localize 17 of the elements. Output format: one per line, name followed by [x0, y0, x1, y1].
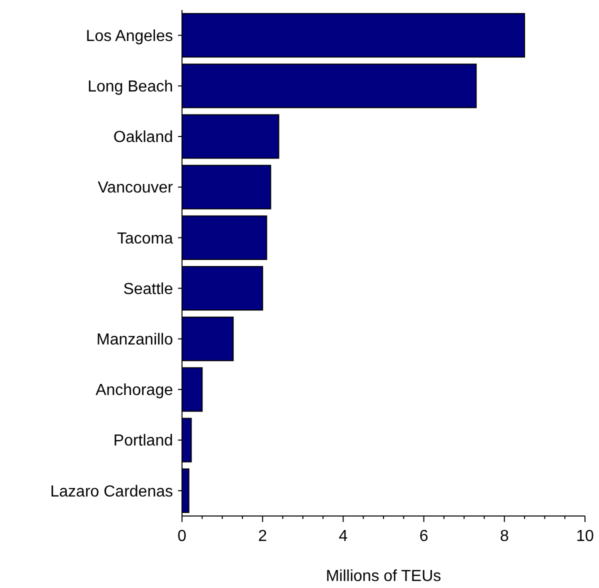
- y-tick-label: Vancouver: [98, 180, 174, 197]
- x-tick-label: 6: [419, 528, 428, 545]
- y-tick-label: Portland: [113, 432, 173, 450]
- y-tick-label: Anchorage: [96, 382, 174, 400]
- x-tick-label: 10: [576, 528, 594, 545]
- y-tick-label: Lazaro Cardenas: [50, 483, 173, 500]
- y-tick-label: Los Angeles: [86, 28, 173, 45]
- x-axis-title: Millions of TEUs: [326, 568, 442, 585]
- x-tick-label: 8: [500, 528, 509, 545]
- y-tick-label: Tacoma: [116, 230, 174, 248]
- x-tick-label: 4: [338, 528, 348, 545]
- x-tick-label: 0: [178, 528, 187, 545]
- y-tick-label: Long Beach: [88, 78, 173, 96]
- y-tick-label: Seattle: [123, 280, 174, 298]
- x-tick-label: 2: [258, 528, 268, 545]
- y-tick-label: Manzanillo: [96, 332, 174, 348]
- y-tick-label: Oakland: [113, 129, 173, 146]
